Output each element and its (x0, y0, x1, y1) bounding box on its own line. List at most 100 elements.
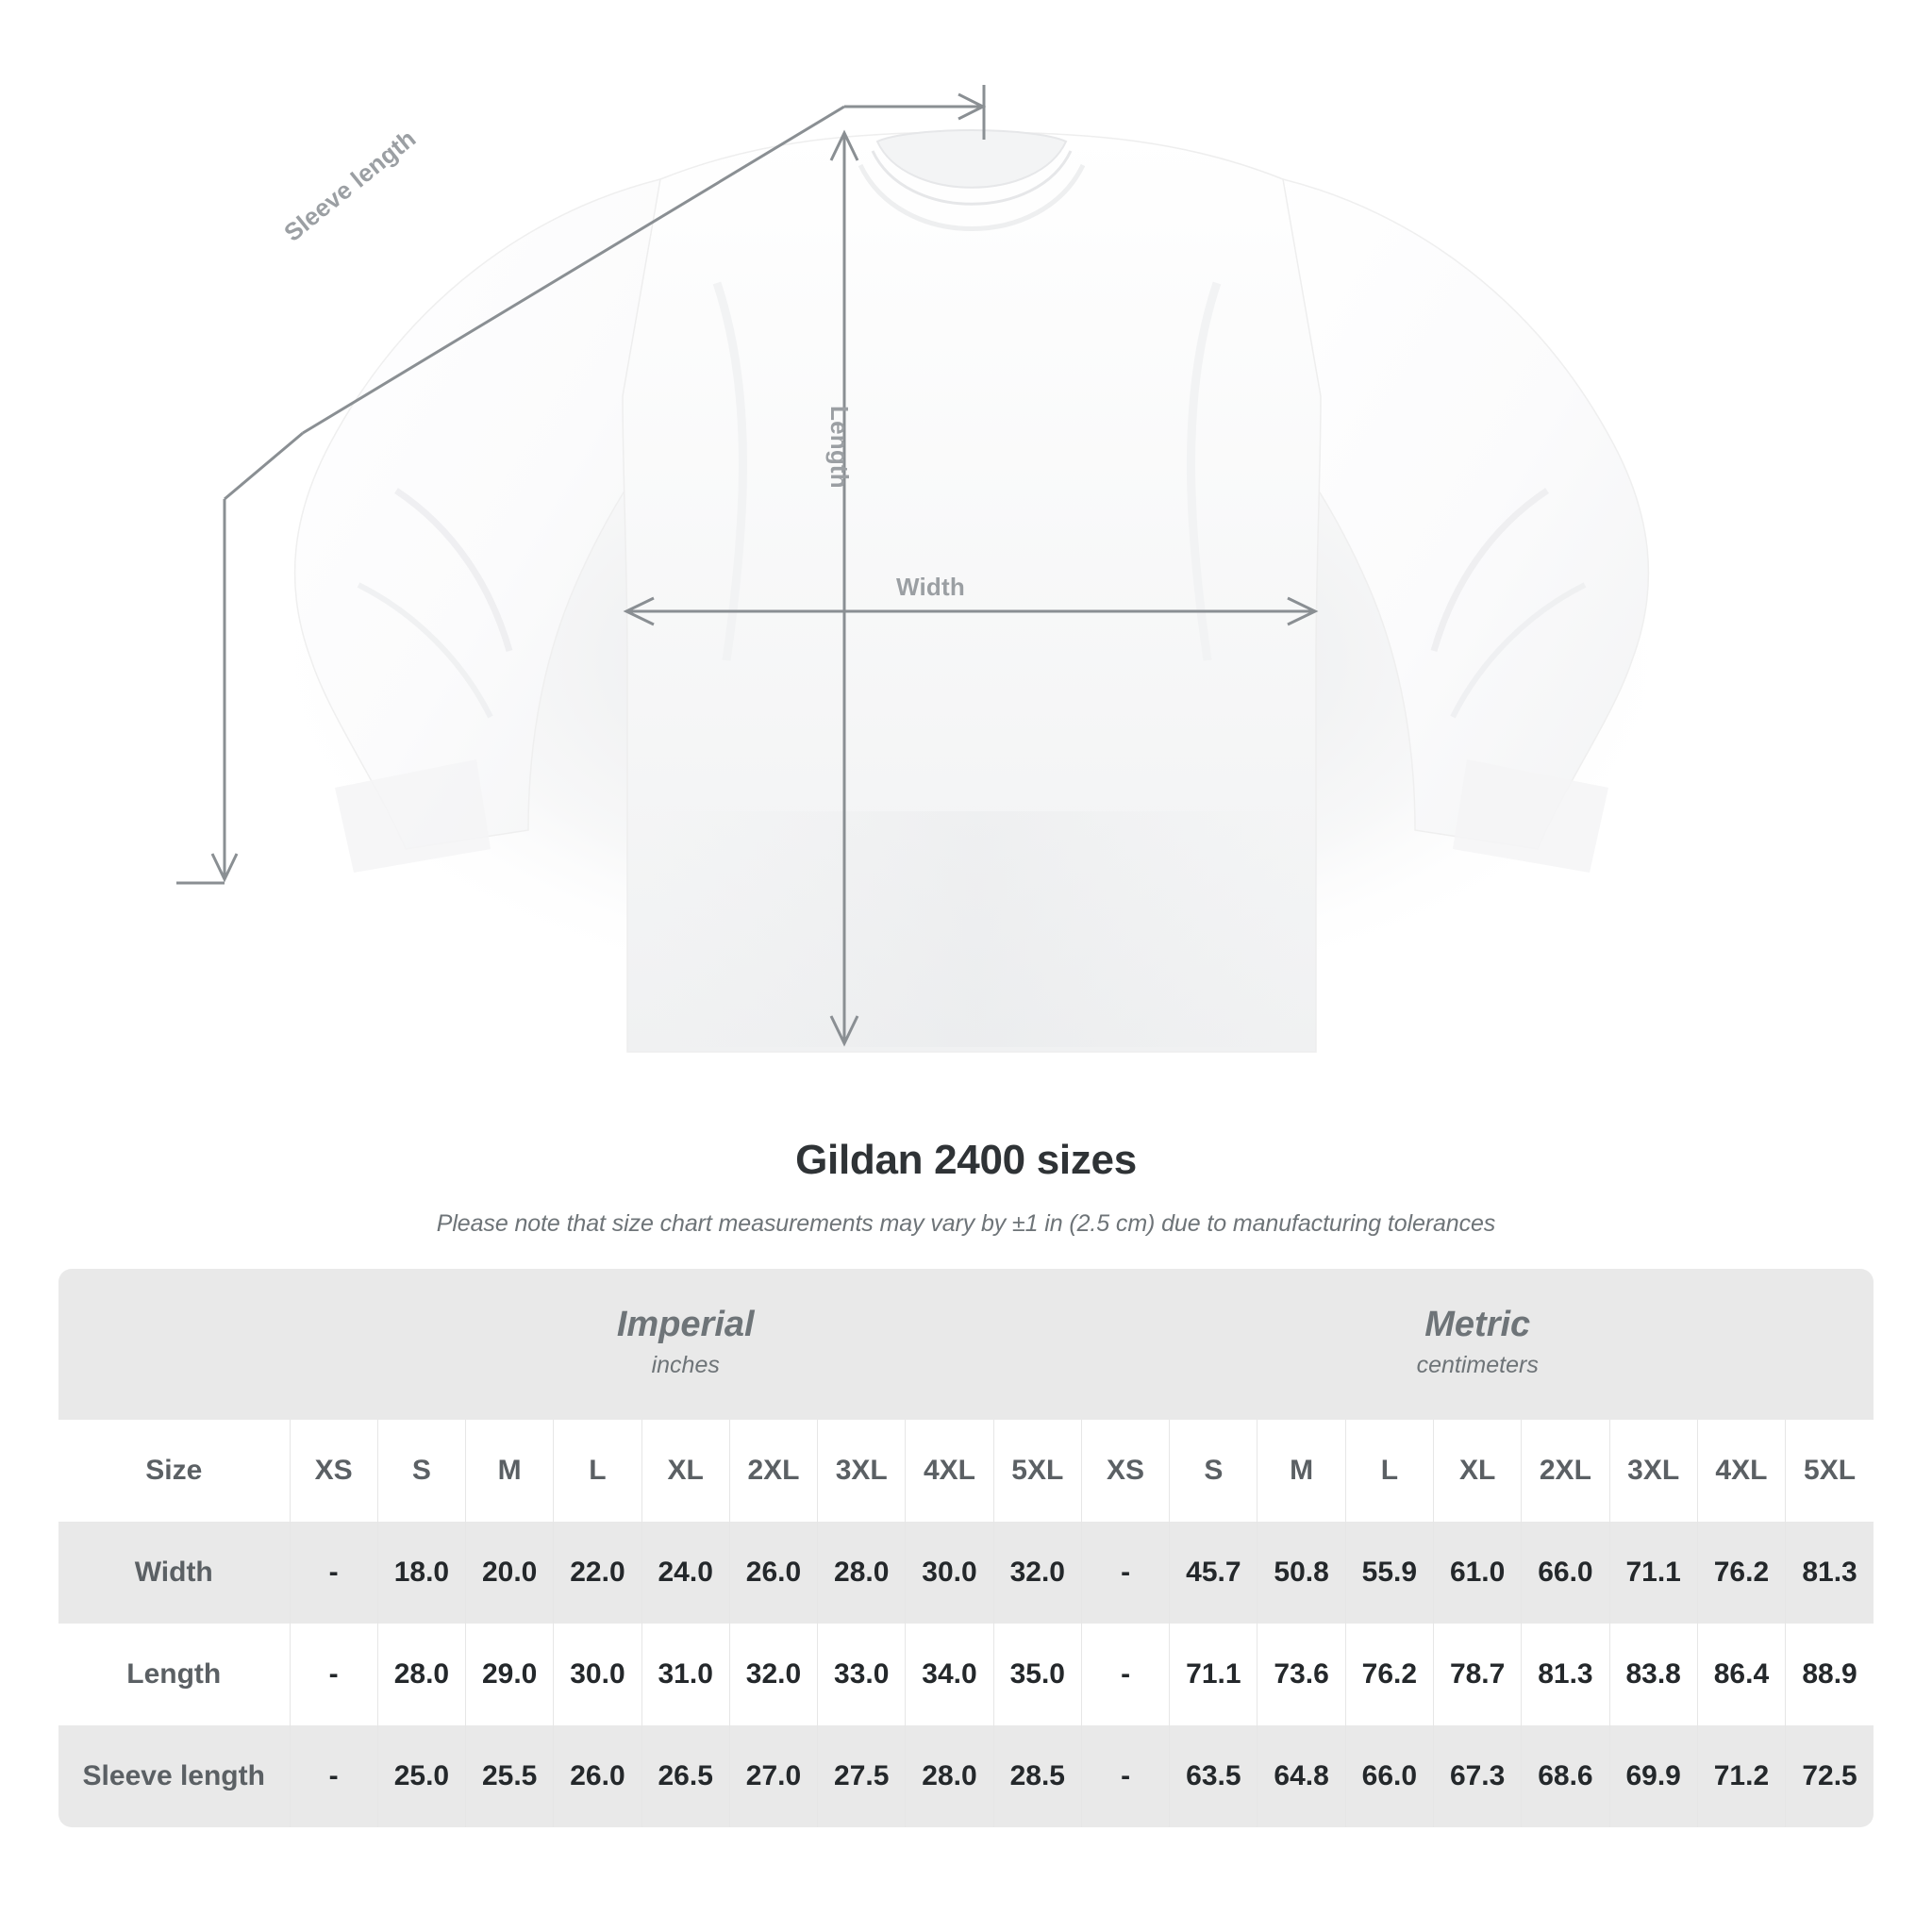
unit-banner-row: Imperial inches Metric centimeters (58, 1269, 1874, 1420)
cell-width-imperial-4xl: 30.0 (905, 1522, 994, 1624)
sleeve-arrowhead-down (210, 853, 239, 883)
cell-width-metric-5xl: 81.3 (1785, 1522, 1874, 1624)
cell-width-metric-m: 50.8 (1257, 1522, 1346, 1624)
column-header-size-m-imperial: M (465, 1420, 554, 1522)
cell-length-imperial-3xl: 33.0 (817, 1624, 906, 1725)
cell-sleeve-length-imperial-m: 25.5 (465, 1725, 554, 1827)
column-header-size-m-metric: M (1257, 1420, 1346, 1522)
shirt-diagram-svg (176, 85, 1689, 1053)
cell-length-imperial-l: 30.0 (553, 1624, 642, 1725)
cell-length-imperial-xs: - (289, 1624, 378, 1725)
cell-width-metric-l: 55.9 (1344, 1522, 1434, 1624)
row-label-length: Length (58, 1624, 290, 1725)
sleeve-diagonal (302, 105, 845, 435)
size-chart-table-container: Imperial inches Metric centimeters Size XS S M L… (58, 1269, 1874, 1827)
cell-length-metric-3xl: 83.8 (1608, 1624, 1698, 1725)
cell-width-metric-3xl: 71.1 (1608, 1522, 1698, 1624)
left-sleeve (293, 178, 699, 850)
column-header-size-xl-metric: XL (1432, 1420, 1522, 1522)
unit-group-metric: Metric centimeters (1081, 1269, 1874, 1420)
cell-sleeve-length-metric-l: 66.0 (1344, 1725, 1434, 1827)
cell-sleeve-length-imperial-4xl: 28.0 (905, 1725, 994, 1827)
length-arrowhead-up (829, 129, 859, 161)
cell-sleeve-length-imperial-xs: - (289, 1725, 378, 1827)
body-fold-1 (712, 281, 747, 661)
cell-width-imperial-2xl: 26.0 (728, 1522, 818, 1624)
sleeve-bevel (224, 431, 304, 501)
unit-group-subtitle: centimeters (1416, 1351, 1539, 1378)
cell-width-imperial-s: 18.0 (376, 1522, 466, 1624)
garment-illustration: Sleeve length Length Width (176, 85, 1689, 1053)
cell-sleeve-length-metric-3xl: 69.9 (1608, 1725, 1698, 1827)
sleeve-fold-right-2 (1450, 582, 1587, 719)
cell-sleeve-length-imperial-3xl: 27.5 (817, 1725, 906, 1827)
left-cuff (335, 759, 491, 873)
cell-width-metric-4xl: 76.2 (1696, 1522, 1786, 1624)
row-label-width: Width (58, 1522, 290, 1624)
collar (875, 128, 1068, 189)
unit-group-name: Metric (1424, 1305, 1531, 1345)
column-header-size-s-imperial: S (376, 1420, 466, 1522)
cell-sleeve-length-metric-5xl: 72.5 (1785, 1725, 1874, 1827)
cell-length-imperial-xl: 31.0 (641, 1624, 730, 1725)
sleeve-fold-left-2 (357, 582, 493, 719)
column-header-size-l-metric: L (1344, 1420, 1434, 1522)
cell-length-imperial-5xl: 35.0 (992, 1624, 1082, 1725)
cell-sleeve-length-metric-4xl: 71.2 (1696, 1725, 1786, 1827)
cell-length-metric-m: 73.6 (1257, 1624, 1346, 1725)
column-header-size-s-metric: S (1169, 1420, 1257, 1522)
column-header-size-4xl-metric: 4XL (1696, 1420, 1786, 1522)
cell-width-imperial-xs: - (289, 1522, 378, 1624)
cell-length-metric-xl: 78.7 (1432, 1624, 1522, 1725)
cell-sleeve-length-imperial-2xl: 27.0 (728, 1725, 818, 1827)
column-header-size-4xl-imperial: 4XL (905, 1420, 994, 1522)
cell-width-imperial-m: 20.0 (465, 1522, 554, 1624)
cell-length-imperial-m: 29.0 (465, 1624, 554, 1725)
cell-length-imperial-2xl: 32.0 (728, 1624, 818, 1725)
cell-width-metric-s: 45.7 (1169, 1522, 1257, 1624)
cell-width-metric-xs: - (1080, 1522, 1170, 1624)
cell-sleeve-length-metric-s: 63.5 (1169, 1725, 1257, 1827)
right-sleeve (1244, 178, 1650, 850)
column-header-size-2xl-metric: 2XL (1521, 1420, 1610, 1522)
body-fold-2 (1187, 281, 1222, 661)
sleeve-fold-left-1 (394, 488, 513, 652)
cell-width-imperial-xl: 24.0 (641, 1522, 730, 1624)
unit-group-name: Imperial (616, 1305, 755, 1345)
sleeve-arrowhead-right (958, 92, 987, 121)
cell-sleeve-length-metric-m: 64.8 (1257, 1725, 1346, 1827)
column-header-size-3xl-imperial: 3XL (817, 1420, 906, 1522)
sleeve-fold-right-1 (1430, 488, 1549, 652)
row-label-sleeve-length: Sleeve length (58, 1725, 290, 1827)
cell-length-metric-4xl: 86.4 (1696, 1624, 1786, 1725)
table-row: Length -28.0 29.0 30.0 31.0 32.0 33.0 34.0 35.0-… (58, 1624, 1874, 1725)
cell-width-imperial-3xl: 28.0 (817, 1522, 906, 1624)
collar-seam (871, 150, 1073, 206)
cell-length-imperial-s: 28.0 (376, 1624, 466, 1725)
cell-length-metric-5xl: 88.9 (1785, 1624, 1874, 1725)
column-header-size-5xl-imperial: 5XL (992, 1420, 1082, 1522)
length-arrowhead-down (829, 1015, 859, 1047)
cell-length-metric-s: 71.1 (1169, 1624, 1257, 1725)
neckline-shadow (858, 163, 1086, 231)
table-row: Sleeve length -25.0 25.5 26.0 26.5 27.0 27.5 28… (58, 1725, 1874, 1827)
cell-length-metric-l: 76.2 (1344, 1624, 1434, 1725)
cell-sleeve-length-imperial-5xl: 28.5 (992, 1725, 1082, 1827)
page-title: Gildan 2400 sizes (795, 1137, 1137, 1183)
table-row: Width -18.0 20.0 22.0 24.0 26.0 28.0 30.0 32.0-4… (58, 1522, 1874, 1624)
unit-group-subtitle: inches (651, 1351, 720, 1378)
body-fold-3 (651, 811, 1302, 1047)
cell-sleeve-length-metric-xl: 67.3 (1432, 1725, 1522, 1827)
cell-length-imperial-4xl: 34.0 (905, 1624, 994, 1725)
length-dimension-label: Length (825, 406, 854, 489)
column-header-size-5xl-metric: 5XL (1785, 1420, 1874, 1522)
column-header-size-3xl-metric: 3XL (1608, 1420, 1698, 1522)
cell-sleeve-length-imperial-l: 26.0 (553, 1725, 642, 1827)
tolerance-note: Please note that size chart measurements… (436, 1210, 1496, 1237)
measurement-guides (176, 85, 1319, 1047)
size-chart-heading: Gildan 2400 sizes Please note that size … (0, 1137, 1932, 1238)
width-arrowhead-left (623, 596, 655, 626)
right-cuff (1453, 759, 1608, 873)
column-header-size: Size (58, 1420, 290, 1522)
column-header-size-xs-metric: XS (1080, 1420, 1170, 1522)
